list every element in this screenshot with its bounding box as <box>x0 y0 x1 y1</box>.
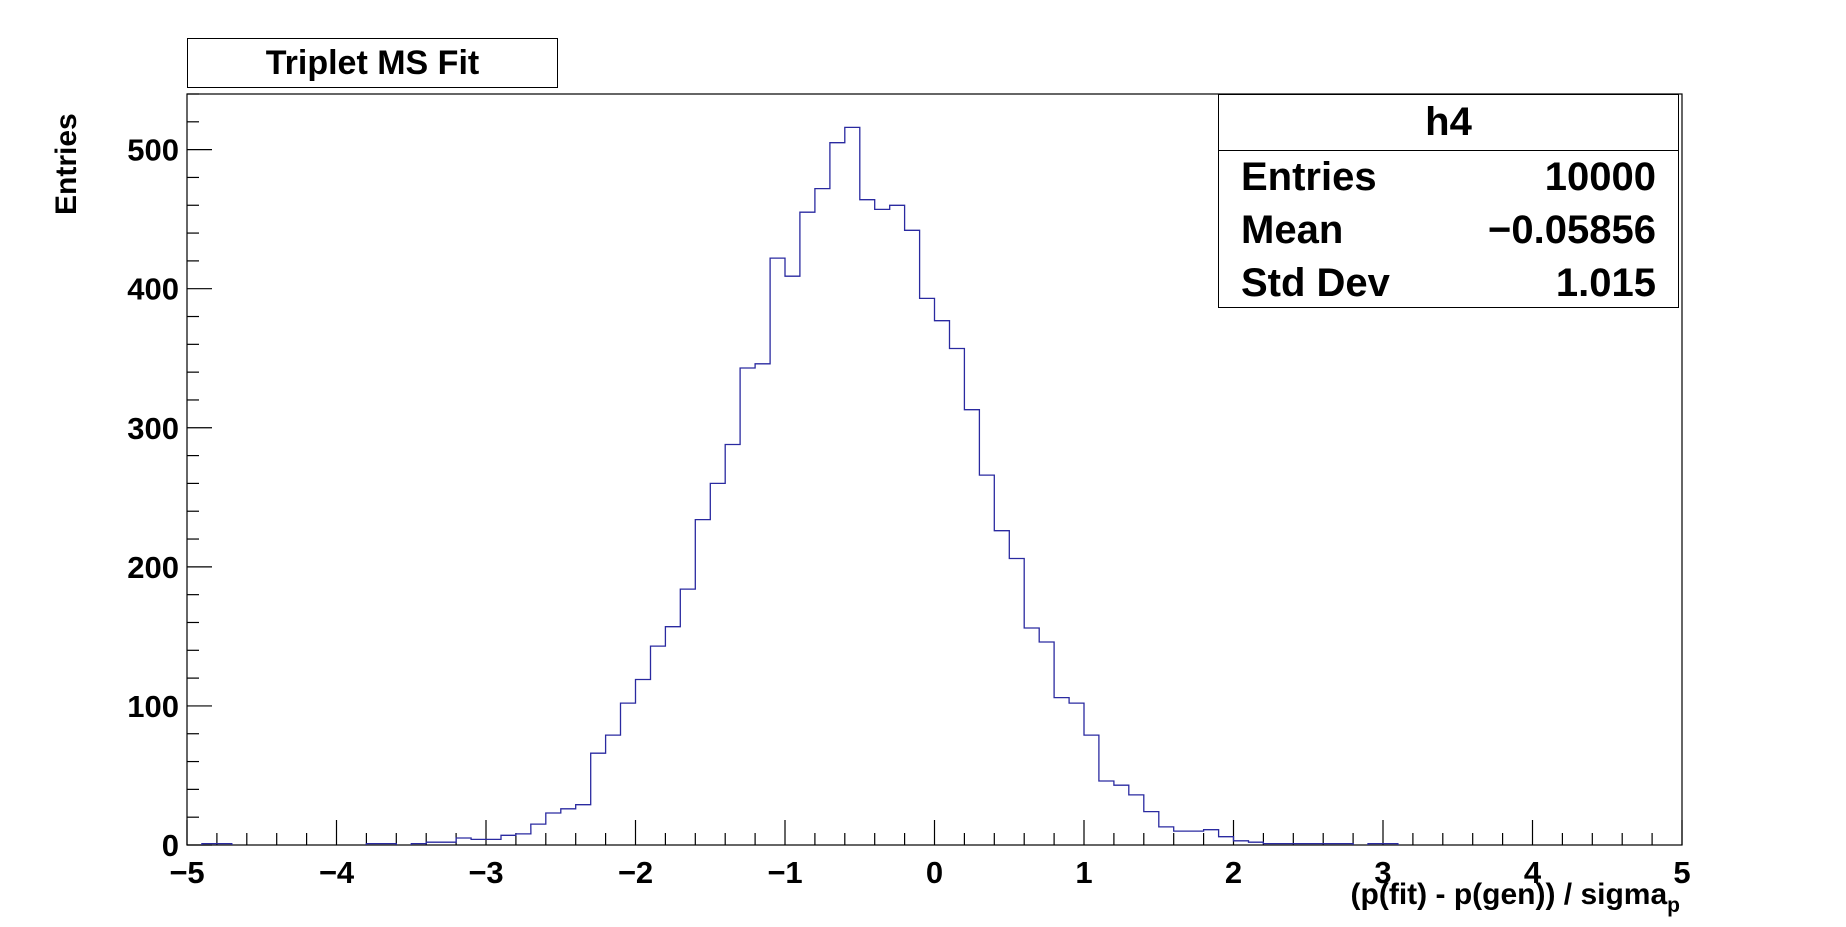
histogram-line <box>201 126 1399 845</box>
y-tick-label: 400 <box>127 272 179 307</box>
chart-title: Triplet MS Fit <box>187 38 558 88</box>
x-tick-label: −4 <box>319 855 355 890</box>
stats-value: −0.05856 <box>1488 208 1656 252</box>
x-tick-label: 2 <box>1225 855 1242 890</box>
stats-label: Mean <box>1241 208 1344 252</box>
y-tick-label: 0 <box>162 828 179 863</box>
x-axis-label-subscript: p <box>1667 894 1680 917</box>
stats-row-entries: Entries 10000 <box>1219 151 1678 204</box>
x-axis-label-text: (p(fit) - p(gen)) / sigma <box>1350 878 1668 911</box>
x-tick-label: −1 <box>767 855 802 890</box>
x-tick-label: −3 <box>468 855 503 890</box>
stats-label: Std Dev <box>1241 261 1390 305</box>
y-axis-label: Entries <box>50 113 83 215</box>
y-tick-label: 100 <box>127 689 179 724</box>
axis-tick-labels: −5 −4 −3 −2 −1 0 1 2 3 4 5 0 100 200 300 400 500 <box>127 133 1690 890</box>
stats-value: 1.015 <box>1555 261 1656 305</box>
y-tick-label: 300 <box>127 411 179 446</box>
stats-row-stddev: Std Dev 1.015 <box>1219 257 1678 310</box>
stats-label: Entries <box>1241 155 1377 199</box>
stats-box: h4 Entries 10000 Mean −0.05856 Std Dev 1… <box>1218 94 1679 308</box>
stats-name: h4 <box>1219 95 1678 151</box>
stats-row-mean: Mean −0.05856 <box>1219 204 1678 257</box>
stats-value: 10000 <box>1544 155 1656 199</box>
x-tick-label: 1 <box>1075 855 1092 890</box>
y-tick-label: 200 <box>127 550 179 585</box>
axis-ticks <box>186 93 1683 846</box>
x-tick-label: 5 <box>1673 855 1690 890</box>
x-tick-label: −5 <box>169 855 204 890</box>
x-tick-label: −2 <box>618 855 653 890</box>
x-tick-label: 4 <box>1524 855 1542 890</box>
x-tick-label: 0 <box>926 855 943 890</box>
x-tick-label: 3 <box>1374 855 1391 890</box>
y-tick-label: 500 <box>127 133 179 168</box>
x-axis-label: (p(fit) - p(gen)) / sigmap <box>1351 878 1680 918</box>
chart-title-text: Triplet MS Fit <box>265 43 480 82</box>
